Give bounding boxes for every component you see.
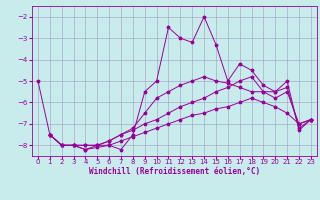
X-axis label: Windchill (Refroidissement éolien,°C): Windchill (Refroidissement éolien,°C): [89, 167, 260, 176]
